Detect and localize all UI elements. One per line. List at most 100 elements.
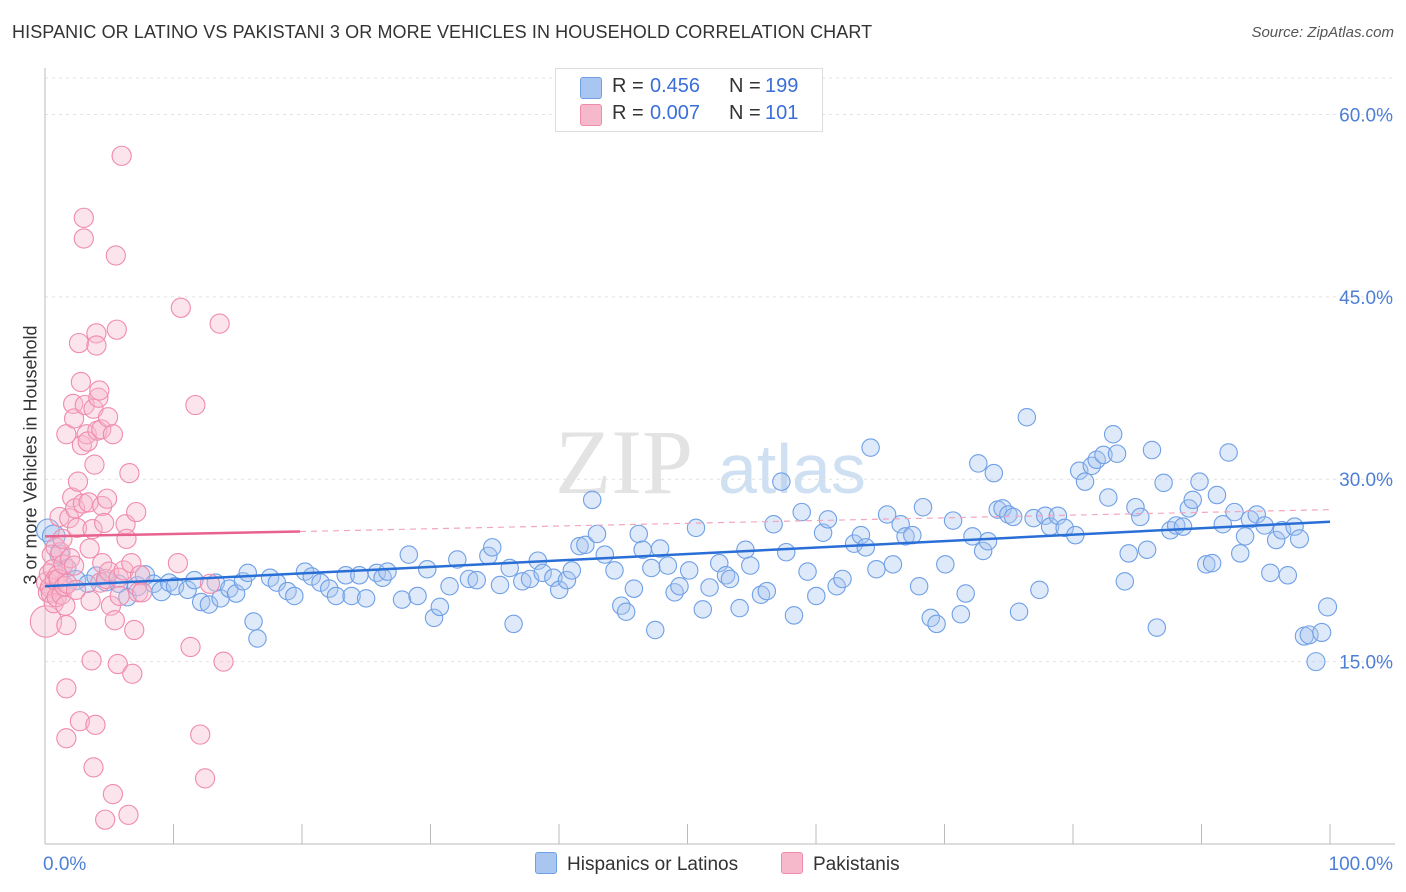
hispanics-point <box>616 602 636 622</box>
hispanics-point <box>576 535 595 555</box>
hispanics-point <box>1183 490 1202 510</box>
hispanics-point <box>1142 440 1162 460</box>
watermark-zip: ZIP <box>555 411 693 513</box>
hispanics-point <box>467 570 486 590</box>
hispanics-point <box>430 597 450 617</box>
hispanics-point <box>665 583 684 602</box>
hispanics-point <box>1235 527 1255 546</box>
hispanics-point <box>248 629 267 648</box>
hispanics-point <box>833 569 852 589</box>
pakistanis-swatch <box>580 104 602 126</box>
y-tick-label: 45.0% <box>1339 288 1393 309</box>
hispanics-point <box>978 532 998 551</box>
hispanics-point <box>1137 540 1157 560</box>
pakistanis-point <box>56 678 77 699</box>
pakistanis-point <box>71 435 92 456</box>
pakistanis-point <box>56 615 77 636</box>
hispanics-point <box>1318 597 1338 617</box>
pakistanis-point <box>97 407 119 428</box>
hispanics-point <box>587 524 607 544</box>
hispanics-point <box>792 502 811 522</box>
y-tick-label: 30.0% <box>1339 470 1393 491</box>
hispanics-point <box>549 580 569 600</box>
hispanics-point <box>951 604 971 624</box>
pakistanis-point <box>167 553 189 574</box>
hispanics-point <box>686 518 706 538</box>
hispanics-point <box>199 595 219 614</box>
hispanics-point <box>1103 425 1123 444</box>
hispanics-point <box>326 586 346 606</box>
hispanics-point <box>595 545 615 564</box>
pakistanis-point <box>68 332 90 354</box>
pakistanis-point <box>88 387 109 408</box>
hispanics-point <box>877 505 897 524</box>
hispanics-point <box>973 541 993 561</box>
pakistanis-point <box>63 555 85 576</box>
pakistanis-point <box>89 380 110 401</box>
r-value: 0.456 <box>650 75 701 97</box>
pakistanis-point <box>86 323 107 344</box>
pakistanis-point <box>118 804 139 825</box>
pakistanis-point <box>213 651 234 672</box>
hispanics-point <box>448 550 467 569</box>
hispanics-point <box>459 569 479 589</box>
hispanics-point <box>605 561 624 580</box>
pakistanis-point <box>72 493 93 514</box>
hispanics-point <box>861 438 880 457</box>
hispanics-point <box>1190 472 1209 491</box>
legend-item-hispanics: Hispanics or Latinos <box>535 852 738 876</box>
r-value: 0.007 <box>650 102 701 124</box>
pakistanis-point <box>83 757 104 778</box>
pakistanis-point <box>194 768 216 789</box>
pakistanis-point <box>69 711 91 732</box>
hispanics-point <box>562 561 582 580</box>
hispanics-point <box>356 589 376 608</box>
hispanics-trend-line <box>44 520 1331 588</box>
hispanics-point <box>1202 553 1222 573</box>
pakistanis-point <box>190 724 211 745</box>
pakistanis-point <box>79 538 100 559</box>
hispanics-point <box>1219 443 1238 462</box>
hispanics-point <box>418 559 437 579</box>
hispanics-point <box>1247 505 1266 524</box>
hispanics-point <box>891 514 910 534</box>
hispanics-point <box>483 538 502 557</box>
hispanics-point <box>1207 485 1227 505</box>
hispanics-point <box>658 556 678 575</box>
y-axis-label: 3 or more Vehicles in Household <box>20 325 41 585</box>
pakistanis-point <box>113 560 134 581</box>
hispanics-point <box>936 555 955 574</box>
hispanics-point <box>1266 530 1286 550</box>
pakistanis-point <box>84 454 105 475</box>
pakistanis-point <box>122 663 143 684</box>
y-tick-label: 15.0% <box>1339 653 1393 674</box>
hispanics-point <box>1299 625 1319 645</box>
hispanics-point <box>392 590 412 609</box>
hispanics-point <box>1126 497 1145 517</box>
pakistanis-point <box>131 582 153 603</box>
hispanics-point <box>424 608 444 628</box>
hispanics-point <box>342 586 361 606</box>
pakistanis-point <box>98 561 120 582</box>
pakistanis-point <box>86 335 107 356</box>
hispanics-point <box>818 510 838 529</box>
hispanics-point <box>999 505 1018 524</box>
hispanics-point <box>557 570 577 590</box>
y-tick-label: 60.0% <box>1339 105 1393 126</box>
hispanics-point <box>693 600 713 619</box>
hispanics-point <box>570 536 589 556</box>
hispanics-point <box>883 555 903 574</box>
hispanics-point <box>1107 444 1127 463</box>
pakistanis-point <box>73 207 94 228</box>
pakistanis-point <box>91 419 112 440</box>
hispanics-point <box>1131 507 1150 527</box>
hispanics-point <box>1009 602 1029 622</box>
hispanics-point <box>1094 445 1113 465</box>
hispanics-point <box>969 454 988 473</box>
hispanics-point <box>943 511 963 530</box>
hispanics-point <box>399 545 419 564</box>
pakistanis-point <box>73 228 94 249</box>
hispanics-point <box>244 612 263 631</box>
r-label: R = <box>612 102 644 124</box>
